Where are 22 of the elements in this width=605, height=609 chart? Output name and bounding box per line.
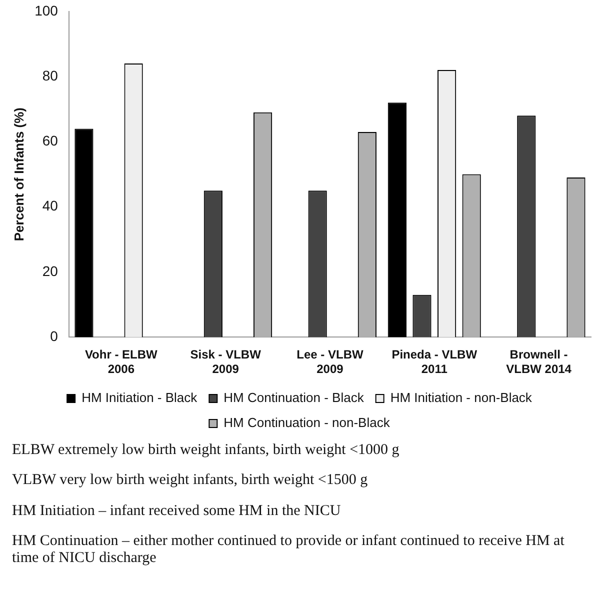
x-tick-label: Sisk - VLBW 2009 (190, 348, 262, 376)
text: ELBW extremely low birth weight infants, birth weight <1000 g (12, 442, 400, 460)
x-tick-label: Lee - VLBW 2009 (296, 348, 364, 376)
x-tick-label: Vohr - ELBW 2006 (84, 348, 158, 376)
bar (388, 102, 406, 338)
y-tick-label: 0 (50, 328, 58, 344)
bar (74, 128, 94, 338)
x-tick-label: Pineda - VLBW 2011 (392, 348, 478, 376)
y-tick-label: 80 (42, 67, 58, 84)
y-tick-label: 60 (42, 132, 58, 149)
x-tick-label: Brownell - VLBW 2014 (506, 348, 572, 376)
legend-label: HM Initiation - non-Black (390, 390, 532, 406)
y-tick-label: 40 (42, 198, 58, 214)
text: VLBW very low birth weight infants, birth weight <1500 g (12, 472, 369, 490)
y-tick-label: 20 (42, 262, 58, 279)
text: HM Initiation – infant received some HM in the NICU (12, 502, 342, 520)
legend-label: HM Continuation - Black (224, 390, 364, 406)
y-axis-title: Percent of Infants (%) (11, 107, 26, 242)
y-tick-label: 100 (34, 2, 58, 18)
legend-label: HM Initiation - Black (82, 390, 198, 406)
text: HM Continuation – either mother continued to provide or infant continued to receive HM at time of NICU discharge (12, 532, 566, 568)
legend-label: HM Continuation - non-Black (224, 415, 390, 430)
